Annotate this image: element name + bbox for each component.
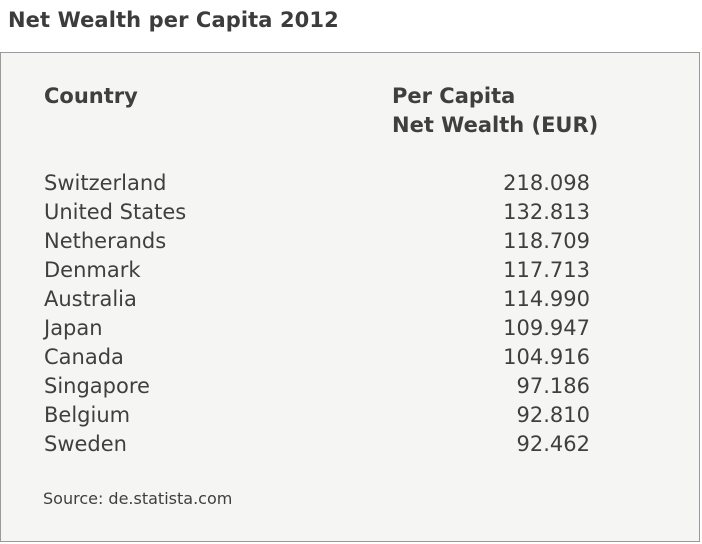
net-wealth-value: 117.713 [503, 258, 590, 282]
net-wealth-value: 97.186 [516, 374, 590, 398]
table-row: Singapore 97.186 [1, 372, 699, 401]
country-name: Switzerland [44, 171, 167, 195]
column-header-net-wealth-line2: Net Wealth (EUR) [392, 113, 599, 137]
table-body: Switzerland 218.098 United States 132.813 Ne… [1, 169, 699, 459]
table-row: Australia 114.990 [1, 285, 699, 314]
table-row: Japan 109.947 [1, 314, 699, 343]
table-row: Denmark 117.713 [1, 256, 699, 285]
net-wealth-value: 92.462 [516, 432, 590, 456]
column-header-net-wealth-line1: Per Capita [392, 84, 516, 108]
country-name: Australia [44, 287, 137, 311]
country-name: Singapore [44, 374, 150, 398]
country-name: Belgium [44, 403, 131, 427]
net-wealth-value: 118.709 [503, 229, 590, 253]
net-wealth-value: 218.098 [503, 171, 590, 195]
table-panel: Country Per Capita Net Wealth (EUR) Swit… [0, 52, 700, 542]
net-wealth-value: 92.810 [516, 403, 590, 427]
table-row: United States 132.813 [1, 198, 699, 227]
net-wealth-value: 114.990 [503, 287, 590, 311]
country-name: Netherands [44, 229, 167, 253]
country-name: Japan [44, 316, 103, 340]
table-row: Sweden 92.462 [1, 430, 699, 459]
net-wealth-value: 132.813 [503, 200, 590, 224]
net-wealth-value: 109.947 [503, 316, 590, 340]
net-wealth-value: 104.916 [503, 345, 590, 369]
country-name: Canada [44, 345, 124, 369]
country-name: Sweden [44, 432, 127, 456]
table-row: Belgium 92.810 [1, 401, 699, 430]
table-row: Switzerland 218.098 [1, 169, 699, 198]
country-name: United States [44, 200, 187, 224]
table-row: Netherands 118.709 [1, 227, 699, 256]
table-row: Canada 104.916 [1, 343, 699, 372]
source-note: Source: de.statista.com [43, 489, 233, 508]
country-name: Denmark [44, 258, 141, 282]
column-header-net-wealth: Per Capita Net Wealth (EUR) [392, 82, 598, 140]
column-header-country: Country [44, 84, 138, 108]
page-title: Net Wealth per Capita 2012 [8, 8, 339, 32]
